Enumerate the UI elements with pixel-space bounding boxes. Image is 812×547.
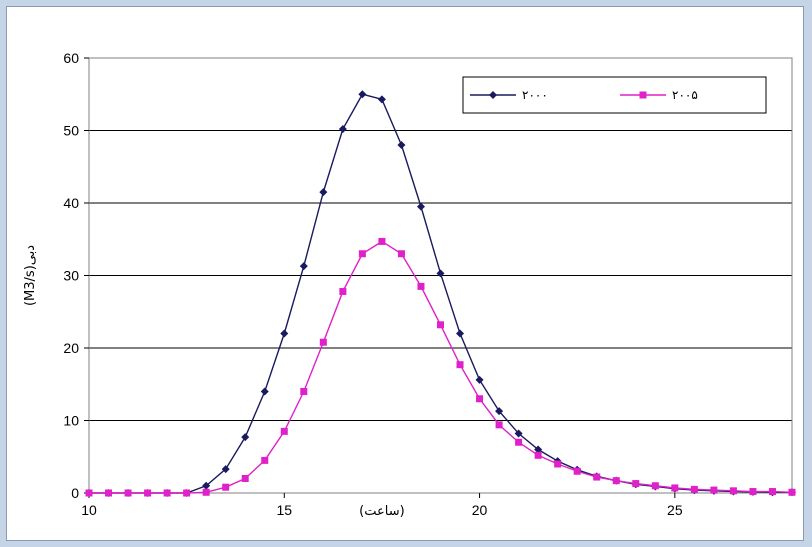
data-point-diamond [377,95,386,104]
data-point-diamond [436,269,445,278]
data-point-square [222,483,230,491]
data-point-square [749,488,757,496]
data-point-square [573,467,581,475]
data-point-square [632,480,640,488]
data-point-diamond [221,465,230,474]
data-point-square [690,485,698,493]
data-point-square [651,482,659,490]
y-tick-label: 10 [63,413,79,429]
data-point-square [183,489,191,497]
y-axis-label: (M3/s)دبی [23,245,38,306]
data-point-square [105,489,113,497]
data-point-square [358,250,366,258]
data-point-diamond [319,188,328,197]
data-point-square [788,488,796,496]
data-point-diamond [489,91,497,99]
data-point-square [476,395,484,403]
y-axis: 0 10 20 30 40 50 60 [63,50,89,501]
data-point-square [378,237,386,245]
x-tick-label: 15 [276,502,292,518]
data-point-square [612,477,620,485]
data-point-square [729,487,737,495]
legend-label: ۲۰۰۵ [672,88,698,102]
series-line [89,240,793,494]
x-axis-label: (ساعت) [359,504,405,519]
data-point-square [319,338,327,346]
data-point-diamond [475,375,484,384]
y-tick-label: 40 [63,195,79,211]
legend-label: ۲۰۰۰ [522,88,548,102]
data-point-square [554,460,562,468]
data-point-square [124,489,132,497]
y-tick-label: 20 [63,340,79,356]
data-point-square [417,282,425,290]
data-point-square [163,489,171,497]
data-point-square [339,287,347,295]
data-point-square [280,427,288,435]
data-point-square [456,361,464,369]
data-point-diamond [495,407,504,416]
y-tick-label: 60 [63,50,79,66]
data-point-diamond [202,481,211,490]
data-point-square [671,484,679,492]
x-axis: 10 15 20 25 [81,493,683,518]
data-point-square [144,489,152,497]
data-point-diamond [358,90,367,99]
legend: ۲۰۰۰ ۲۰۰۵ [462,76,767,114]
y-tick-label: 0 [71,485,79,501]
series-group [85,90,796,497]
data-point-diamond [241,433,250,442]
data-point-square [437,321,444,329]
data-point-square [495,421,503,429]
data-point-diamond [456,329,465,338]
data-point-square [593,473,601,481]
data-point-square [85,489,93,497]
data-point-square [241,475,249,482]
y-tick-label: 30 [63,268,79,284]
data-point-diamond [338,125,347,134]
data-point-square [768,488,776,496]
x-tick-label: 25 [667,502,683,518]
data-point-square [710,486,718,494]
x-tick-label: 20 [472,502,488,518]
data-point-square [202,488,210,496]
data-point-diamond [534,445,543,454]
data-point-square [261,456,269,464]
data-point-diamond [299,262,308,271]
data-point-square [639,91,647,99]
data-point-diamond [514,429,523,438]
data-point-square [300,388,308,395]
y-tick-label: 50 [63,123,79,139]
data-point-square [515,438,523,446]
series-line [89,93,792,494]
series-0 [85,90,796,497]
x-tick-label: 10 [81,502,97,518]
series-1 [85,237,796,497]
data-point-diamond [397,141,406,149]
data-point-square [534,451,542,459]
data-point-diamond [280,329,289,338]
data-point-diamond [416,202,425,211]
data-point-square [397,250,405,258]
data-point-diamond [260,387,269,396]
